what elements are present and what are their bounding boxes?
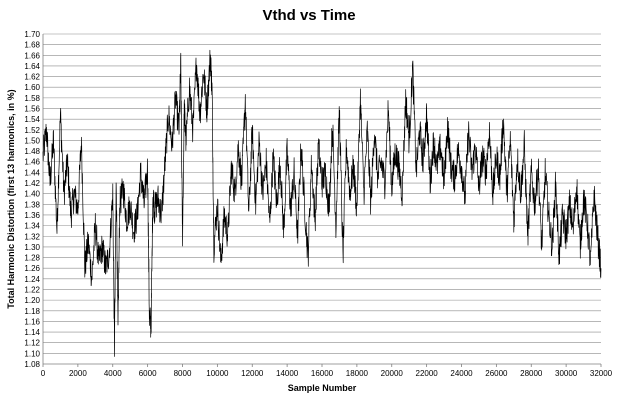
x-tick-label: 16000	[311, 369, 334, 378]
x-axis-ticks: 0 2000 4000 6000 8000 10000 12000 14000 16000 180…	[41, 364, 613, 378]
y-tick-label: 1.20	[24, 296, 40, 305]
x-axis-label: Sample Number	[288, 383, 357, 393]
x-tick-label: 14000	[276, 369, 299, 378]
y-tick-label: 1.18	[24, 307, 40, 316]
y-tick-label: 1.38	[24, 200, 40, 209]
series-line	[42, 49, 602, 357]
y-tick-label: 1.34	[24, 222, 40, 231]
y-tick-label: 1.32	[24, 232, 40, 241]
x-tick-label: 6000	[139, 369, 157, 378]
x-tick-label: 30000	[555, 369, 578, 378]
y-tick-label: 1.12	[24, 339, 40, 348]
x-tick-label: 8000	[174, 369, 192, 378]
y-axis-label: Total Harmonic Distortion (first 13 harm…	[6, 89, 16, 308]
x-tick-label: 2000	[69, 369, 87, 378]
y-tick-label: 1.62	[24, 73, 40, 82]
y-tick-label: 1.40	[24, 190, 40, 199]
y-tick-label: 1.64	[24, 62, 40, 71]
y-tick-label: 1.28	[24, 254, 40, 263]
gridlines	[43, 33, 601, 354]
y-tick-label: 1.14	[24, 328, 40, 337]
y-tick-label: 1.46	[24, 158, 40, 167]
x-tick-label: 18000	[346, 369, 369, 378]
y-tick-label: 1.36	[24, 211, 40, 220]
y-tick-label: 1.26	[24, 264, 40, 273]
y-tick-label: 1.50	[24, 136, 40, 145]
y-tick-label: 1.42	[24, 179, 40, 188]
y-tick-label: 1.70	[24, 30, 40, 39]
y-tick-label: 1.68	[24, 41, 40, 50]
x-tick-label: 0	[41, 369, 46, 378]
x-tick-label: 12000	[241, 369, 264, 378]
x-tick-label: 26000	[485, 369, 508, 378]
y-tick-label: 1.44	[24, 168, 40, 177]
x-tick-label: 4000	[104, 369, 122, 378]
y-axis-ticks: 1.08 1.101.12 1.14 1.161.18 1.20 1.221.24 1.26…	[24, 30, 40, 369]
y-tick-label: 1.48	[24, 147, 40, 156]
y-tick-label: 1.66	[24, 51, 40, 60]
x-tick-label: 10000	[206, 369, 229, 378]
y-tick-label: 1.54	[24, 115, 40, 124]
chart-title: Vthd vs Time	[262, 7, 355, 24]
x-tick-label: 28000	[520, 369, 543, 378]
x-tick-label: 22000	[416, 369, 439, 378]
x-tick-label: 20000	[381, 369, 404, 378]
y-tick-label: 1.22	[24, 285, 40, 294]
y-tick-label: 1.58	[24, 94, 40, 103]
y-tick-label: 1.52	[24, 126, 40, 135]
y-tick-label: 1.24	[24, 275, 40, 284]
y-tick-label: 1.30	[24, 243, 40, 252]
x-tick-label: 32000	[590, 369, 613, 378]
y-tick-label: 1.16	[24, 317, 40, 326]
y-tick-label: 1.08	[24, 360, 40, 369]
y-tick-label: 1.60	[24, 83, 40, 92]
x-tick-label: 24000	[450, 369, 473, 378]
y-tick-label: 1.10	[24, 349, 40, 358]
y-tick-label: 1.56	[24, 105, 40, 114]
